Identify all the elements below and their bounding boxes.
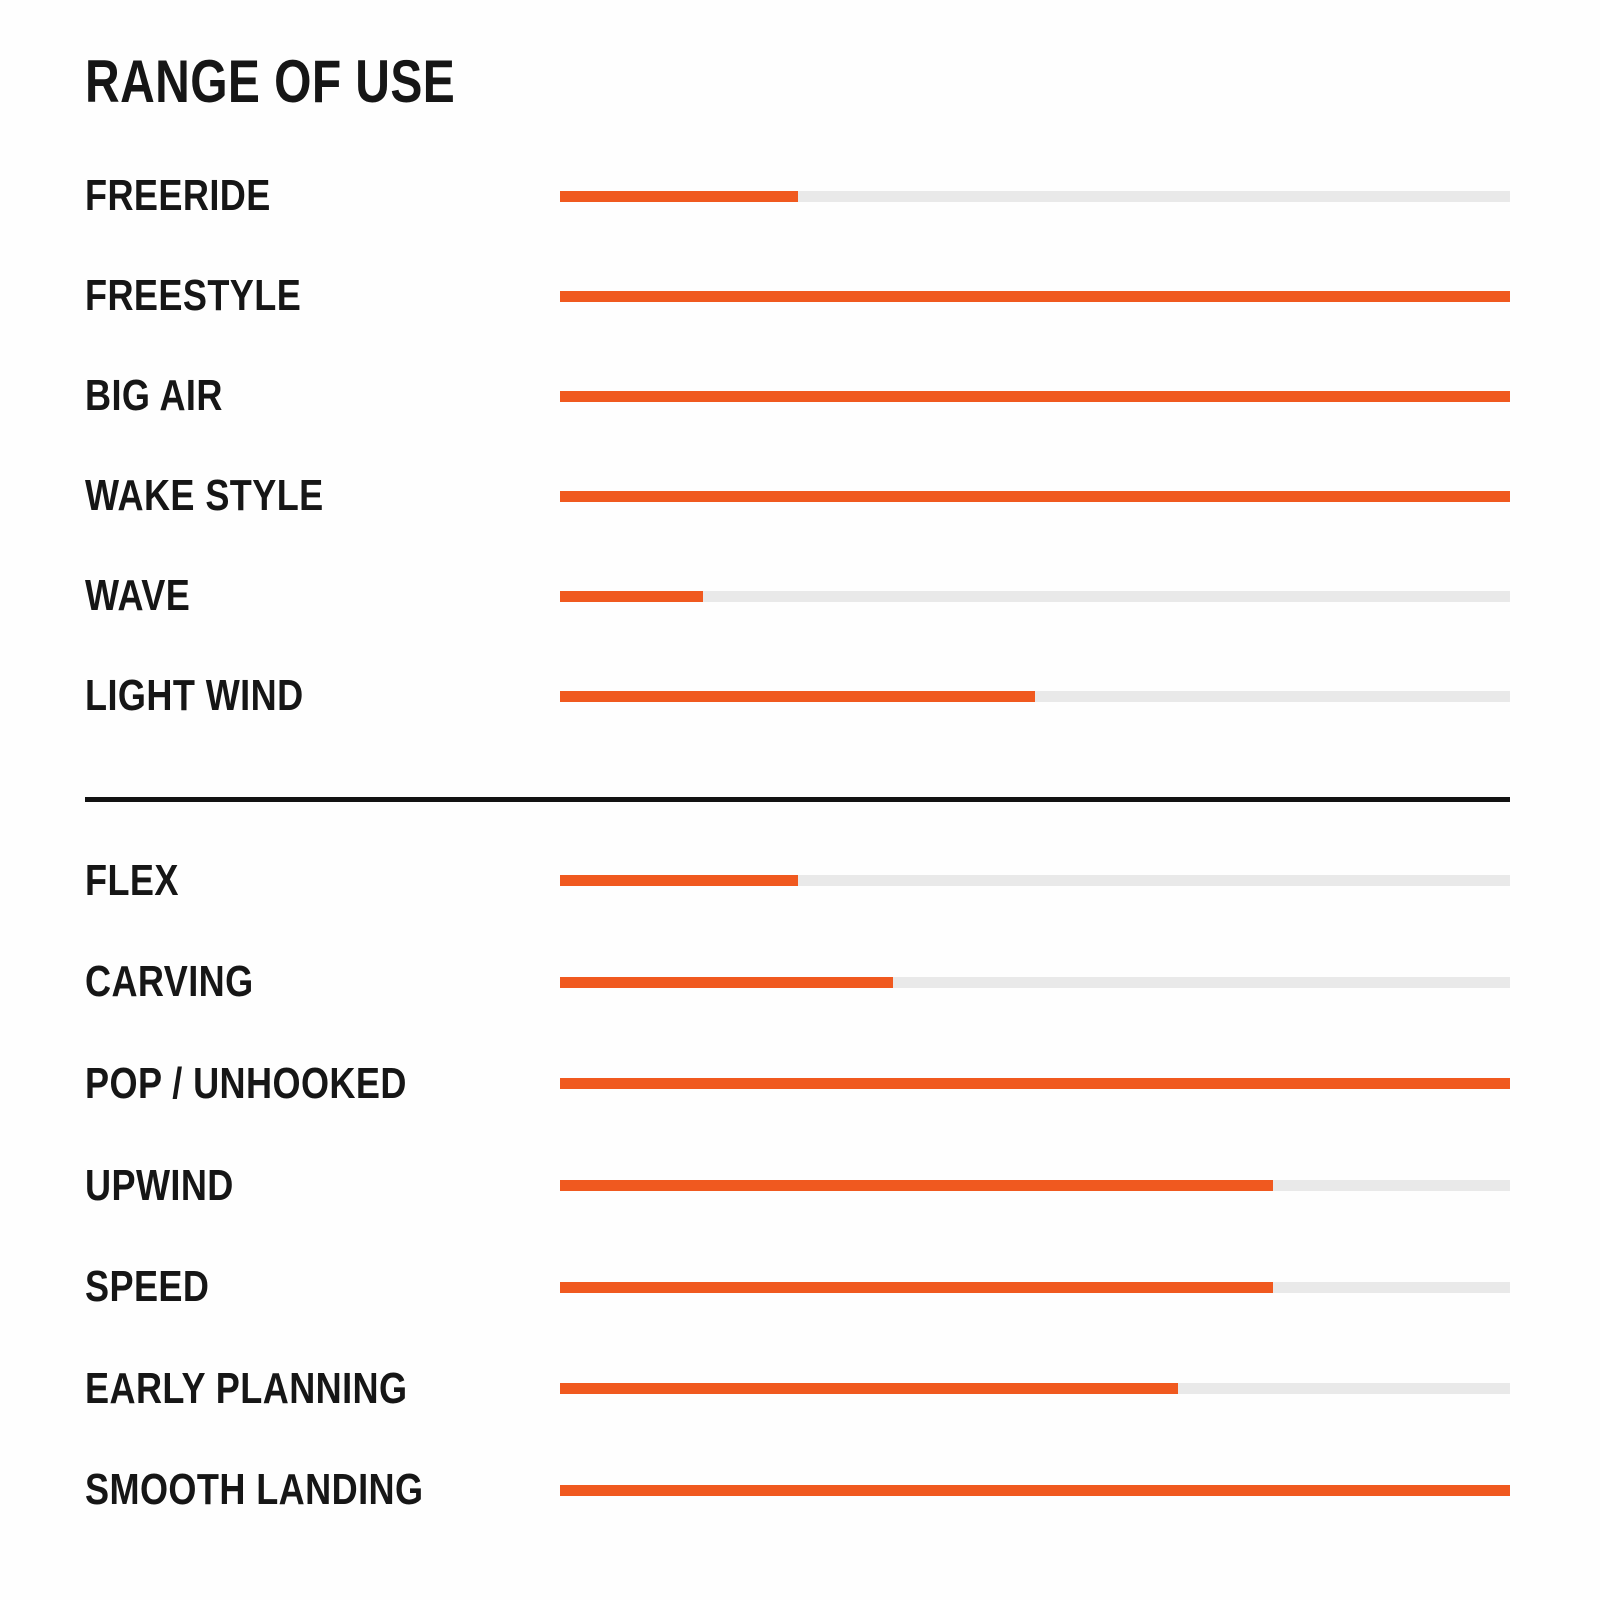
bar-fill-big-air bbox=[560, 390, 1510, 402]
bar-track-freeride bbox=[560, 190, 1510, 202]
bar-track-wake-style bbox=[560, 490, 1510, 502]
row-label-speed: SPEED bbox=[85, 1262, 210, 1312]
chart-row-freestyle: FREESTYLE bbox=[85, 246, 1510, 346]
performance-section: FLEX CARVING POP / UNHOOKED UPWIND SPEED bbox=[85, 830, 1510, 1541]
bar-track-wave bbox=[560, 590, 1510, 602]
row-label-wake-style: WAKE STYLE bbox=[85, 471, 324, 520]
section-divider bbox=[85, 797, 1510, 802]
bar-track-big-air bbox=[560, 390, 1510, 402]
chart-row-wake-style: WAKE STYLE bbox=[85, 446, 1510, 546]
bar-fill-freestyle bbox=[560, 290, 1510, 302]
bar-fill-speed bbox=[560, 1281, 1273, 1293]
bar-fill-carving bbox=[560, 976, 893, 988]
row-label-pop-unhooked: POP / UNHOOKED bbox=[85, 1058, 407, 1108]
row-label-wave: WAVE bbox=[85, 571, 191, 620]
row-label-freeride: FREERIDE bbox=[85, 171, 271, 220]
chart-row-freeride: FREERIDE bbox=[85, 146, 1510, 246]
bar-track-light-wind bbox=[560, 690, 1510, 702]
bar-track-pop-unhooked bbox=[560, 1078, 1510, 1090]
bar-fill-smooth-landing bbox=[560, 1484, 1510, 1496]
bar-track-flex bbox=[560, 875, 1510, 887]
row-label-flex: FLEX bbox=[85, 855, 179, 905]
chart-row-carving: CARVING bbox=[85, 932, 1510, 1034]
chart-row-upwind: UPWIND bbox=[85, 1135, 1510, 1237]
chart-row-light-wind: LIGHT WIND bbox=[85, 646, 1510, 746]
row-label-smooth-landing: SMOOTH LANDING bbox=[85, 1465, 424, 1515]
chart-row-early-planning: EARLY PLANNING bbox=[85, 1338, 1510, 1440]
page-title: RANGE OF USE bbox=[85, 48, 456, 115]
chart-row-speed: SPEED bbox=[85, 1236, 1510, 1338]
bar-track-early-planning bbox=[560, 1383, 1510, 1395]
row-label-big-air: BIG AIR bbox=[85, 371, 223, 420]
bar-track-upwind bbox=[560, 1180, 1510, 1192]
range-of-use-chart: RANGE OF USE FREERIDE FREESTYLE BIG AIR … bbox=[85, 48, 1510, 1541]
chart-row-pop-unhooked: POP / UNHOOKED bbox=[85, 1033, 1510, 1135]
chart-row-wave: WAVE bbox=[85, 546, 1510, 646]
bar-track-freestyle bbox=[560, 290, 1510, 302]
chart-row-smooth-landing: SMOOTH LANDING bbox=[85, 1440, 1510, 1542]
riding-style-section: FREERIDE FREESTYLE BIG AIR WAKE STYLE WA bbox=[85, 146, 1510, 746]
row-label-early-planning: EARLY PLANNING bbox=[85, 1363, 408, 1413]
chart-row-big-air: BIG AIR bbox=[85, 346, 1510, 446]
bar-fill-wave bbox=[560, 590, 703, 602]
row-label-upwind: UPWIND bbox=[85, 1160, 234, 1210]
row-label-carving: CARVING bbox=[85, 957, 254, 1007]
bar-fill-flex bbox=[560, 875, 798, 887]
bar-fill-pop-unhooked bbox=[560, 1078, 1510, 1090]
bar-fill-wake-style bbox=[560, 490, 1510, 502]
bar-track-smooth-landing bbox=[560, 1484, 1510, 1496]
bar-track-speed bbox=[560, 1281, 1510, 1293]
bar-fill-light-wind bbox=[560, 690, 1035, 702]
bar-fill-freeride bbox=[560, 190, 798, 202]
bar-fill-upwind bbox=[560, 1180, 1273, 1192]
row-label-freestyle: FREESTYLE bbox=[85, 271, 302, 320]
chart-row-flex: FLEX bbox=[85, 830, 1510, 932]
row-label-light-wind: LIGHT WIND bbox=[85, 671, 304, 720]
bar-fill-early-planning bbox=[560, 1383, 1178, 1395]
bar-track-carving bbox=[560, 976, 1510, 988]
